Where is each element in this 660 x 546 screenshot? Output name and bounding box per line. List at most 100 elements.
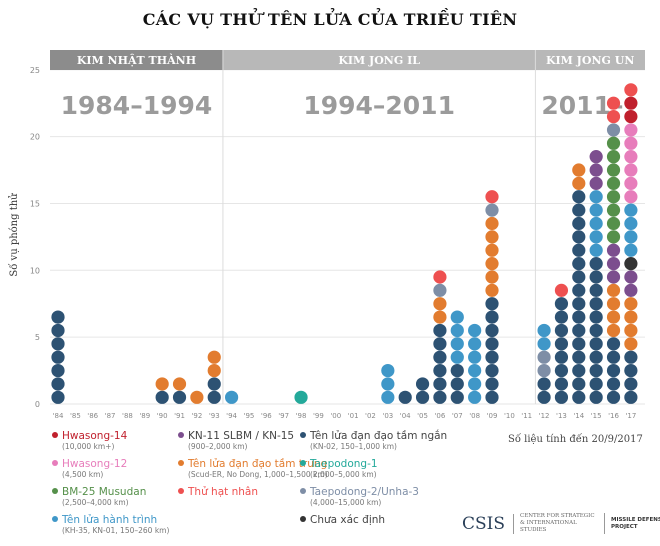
dot-mr: [485, 230, 499, 244]
x-tick-label: '04: [400, 412, 411, 420]
legend-column-1: Hwasong-14 (10,000 km+) Hwasong-12 (4,500 k…: [52, 430, 169, 542]
dot-sr: [572, 230, 586, 244]
legend-item-h12: Hwasong-12 (4,500 km): [52, 458, 169, 480]
dot-mr: [433, 310, 447, 324]
dot-cr: [225, 390, 239, 404]
dot-h12: [624, 136, 638, 150]
x-tick-label: '10: [504, 412, 515, 420]
dot-h14: [624, 109, 638, 124]
dot-mr: [207, 350, 221, 364]
chart-title: CÁC VỤ THỬ TÊN LỬA CỦA TRIỀU TIÊN: [142, 10, 518, 29]
dot-kn11: [606, 270, 621, 284]
y-tick-label: 20: [30, 133, 40, 142]
dot-cr: [381, 363, 395, 378]
dot-sr: [207, 377, 221, 391]
dot-cr: [624, 243, 638, 257]
x-tick-label: '97: [278, 412, 289, 420]
dot-sr: [51, 323, 65, 338]
dot-sr: [51, 310, 65, 324]
dot-cr: [381, 390, 395, 404]
dot-kn11: [624, 283, 638, 297]
dot-sr: [485, 337, 499, 351]
dot-h12: [624, 190, 638, 204]
dot-kn11: [589, 150, 603, 164]
legend-column-3: Tên lửa đạn đạo tầm ngắn (KN-02, 150–1,00…: [300, 430, 447, 532]
dot-mr: [485, 257, 499, 271]
dot-cr: [450, 350, 464, 364]
dot-mr: [485, 216, 499, 231]
dot-mr: [572, 176, 586, 190]
dot-sr: [572, 243, 586, 257]
project-name: MISSILE DEFENSE PROJECT: [611, 516, 660, 530]
y-tick-label: 15: [30, 199, 40, 208]
dot-sr: [572, 350, 586, 364]
dot-cr: [589, 190, 603, 204]
dot-tp2: [537, 350, 551, 364]
dot-sr: [554, 377, 569, 391]
dot-bm25: [606, 190, 621, 204]
dot-un: [624, 257, 638, 271]
dot-kn11: [606, 243, 621, 257]
legend-range: (Scud-ER, No Dong, 1,000–1,500 km): [188, 470, 328, 479]
dot-mr: [485, 243, 499, 257]
dot-sr: [554, 390, 569, 404]
dot-sr: [51, 390, 65, 404]
dot-sr: [485, 310, 499, 324]
dot-mr: [624, 297, 638, 311]
legend-item-h14: Hwasong-14 (10,000 km+): [52, 430, 169, 452]
dot-cr: [624, 230, 638, 244]
dot-h14: [624, 96, 638, 110]
legend-label: Hwasong-12: [62, 458, 128, 470]
dot-cr: [589, 230, 603, 244]
legend-dot-icon: [178, 432, 184, 438]
dot-sr: [485, 363, 499, 378]
dot-sr: [450, 363, 464, 378]
legend-label: Tên lửa hành trình: [62, 514, 158, 526]
dot-nu: [606, 96, 621, 110]
dot-sr: [51, 377, 65, 391]
legend-item-kn11: KN-11 SLBM / KN-15 (900–2,000 km): [178, 430, 328, 452]
legend-range: (2,000–5,000 km): [310, 470, 377, 479]
data-as-of-note: Số liệu tính đến 20/9/2017: [508, 434, 643, 445]
legend-dot-icon: [52, 516, 58, 522]
legend-dot-icon: [300, 432, 306, 438]
dot-mr: [606, 297, 621, 311]
dot-bm25: [606, 203, 621, 217]
legend-dot-icon: [52, 432, 58, 438]
dot-sr: [572, 283, 586, 297]
dot-cr: [450, 310, 464, 324]
dot-bm25: [606, 176, 621, 190]
dot-cr: [468, 323, 482, 338]
dot-cr: [589, 243, 603, 257]
legend-item-nu: Thử hạt nhân: [178, 486, 328, 498]
dot-sr: [572, 337, 586, 351]
dot-sr: [433, 323, 447, 338]
dot-sr: [554, 337, 569, 351]
dot-sr: [606, 337, 621, 351]
dot-mr: [624, 310, 638, 324]
dot-sr: [589, 377, 603, 391]
dot-sr: [415, 390, 430, 404]
dot-cr: [589, 216, 603, 231]
y-axis-label: Số vụ phóng thử: [9, 193, 20, 277]
x-tick-label: '89: [139, 412, 150, 420]
legend-dot-icon: [52, 488, 58, 494]
dot-cr: [537, 337, 551, 351]
dot-sr: [624, 363, 638, 378]
dot-sr: [589, 337, 603, 351]
dot-cr: [468, 350, 482, 364]
dot-mr: [485, 283, 499, 297]
dot-mr: [190, 390, 204, 404]
dot-mr: [207, 363, 221, 378]
dot-sr: [572, 363, 586, 378]
legend-range: (900–2,000 km): [188, 442, 248, 451]
dot-mr: [606, 310, 621, 324]
x-tick-label: '13: [556, 412, 567, 420]
dot-bm25: [606, 163, 621, 177]
dot-nu: [485, 190, 499, 204]
x-tick-label: '94: [226, 412, 237, 420]
dot-sr: [572, 390, 586, 404]
x-tick-label: '93: [209, 412, 220, 420]
dot-cr: [450, 323, 464, 338]
dot-kn11: [624, 270, 638, 284]
